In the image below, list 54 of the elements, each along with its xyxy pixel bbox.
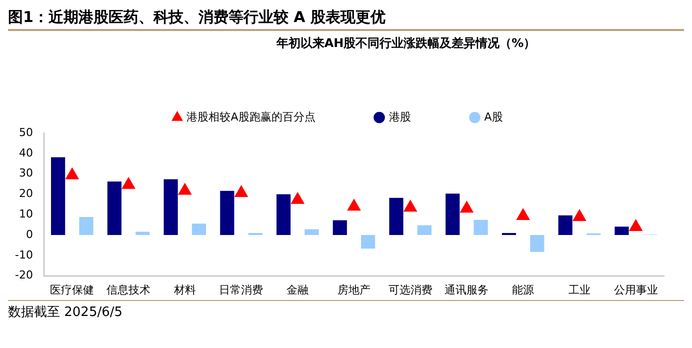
y-tick-label: 0 — [26, 228, 33, 241]
bar — [530, 235, 544, 252]
bar — [107, 182, 122, 235]
x-tick-label: 材料 — [172, 283, 196, 296]
x-tick-label: 公用事业 — [614, 283, 658, 296]
bar — [304, 229, 319, 235]
point — [234, 185, 248, 197]
point — [291, 192, 304, 204]
bar — [446, 194, 460, 235]
y-tick-label: -10 — [15, 248, 33, 262]
point — [178, 183, 192, 195]
x-tick-label: 工业 — [568, 283, 590, 296]
y-tick-label: 40 — [18, 146, 33, 160]
point — [404, 200, 417, 212]
point — [66, 168, 79, 180]
x-tick-label: 能源 — [512, 283, 534, 296]
y-tick-label: 30 — [18, 166, 33, 180]
x-tick-label: 信息技术 — [106, 283, 151, 296]
bar — [389, 198, 404, 235]
bar — [474, 220, 488, 235]
point — [122, 177, 136, 189]
x-tick-label: 金融 — [286, 283, 309, 296]
bar — [276, 194, 291, 235]
x-tick-label: 通讯服务 — [444, 283, 489, 296]
point — [572, 210, 586, 222]
bar — [614, 226, 629, 235]
bar — [79, 217, 94, 235]
legend-label: A股 — [484, 110, 503, 124]
y-tick-label: 10 — [18, 207, 33, 220]
bar — [417, 225, 432, 235]
bar — [332, 220, 347, 235]
y-tick-label: -20 — [15, 268, 33, 282]
y-tick-label: 20 — [18, 187, 33, 200]
point — [347, 199, 361, 211]
x-tick-label: 可选消费 — [388, 283, 432, 296]
bar — [558, 215, 572, 235]
bar — [192, 224, 206, 235]
point — [629, 220, 642, 232]
bar — [164, 179, 178, 235]
point — [460, 201, 474, 213]
chart-subtitle: 年初以来AH股不同行业涨跌幅及差异情况（%） — [275, 35, 537, 52]
text: 数据截至 2025/6/5 — [8, 305, 123, 320]
legend-label: 港股 — [388, 110, 411, 124]
bar — [51, 157, 66, 235]
bar — [361, 235, 376, 249]
bar — [220, 190, 234, 235]
x-tick-label: 医疗保健 — [50, 283, 94, 296]
bar — [136, 232, 150, 235]
point — [516, 208, 530, 220]
chart-title: 图1：近期港股医药、科技、消费等行业较 A 股表现更优 — [8, 8, 684, 31]
y-tick-label: 50 — [18, 126, 33, 139]
x-tick-label: 房地产 — [337, 283, 370, 296]
legend-label: 港股相较A股跑赢的百分点 — [186, 110, 316, 124]
x-tick-label: 日常消费 — [219, 283, 264, 296]
